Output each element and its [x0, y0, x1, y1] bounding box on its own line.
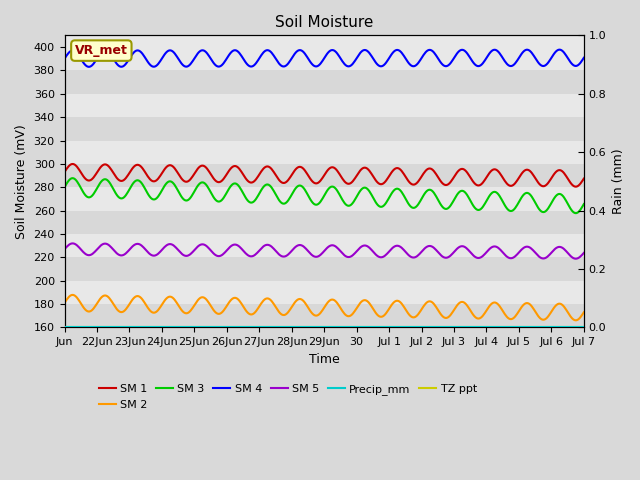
- SM 3: [312, 202, 319, 207]
- Text: VR_met: VR_met: [75, 44, 128, 57]
- TZ ppt: [568, 324, 575, 330]
- SM 4: [61, 56, 68, 61]
- SM 5: [488, 245, 495, 251]
- SM 4: [342, 63, 350, 69]
- SM 3: [580, 201, 588, 207]
- Line: SM 2: SM 2: [65, 295, 584, 320]
- SM 5: [308, 252, 316, 258]
- TZ ppt: [580, 324, 588, 330]
- SM 5: [61, 246, 68, 252]
- Precip_mm: [310, 324, 318, 330]
- Line: SM 4: SM 4: [65, 49, 584, 67]
- SM 2: [580, 310, 588, 315]
- Line: SM 3: SM 3: [65, 178, 584, 213]
- SM 1: [342, 180, 350, 186]
- SM 3: [568, 208, 576, 214]
- Bar: [65, 257, 584, 281]
- TZ ppt: [486, 324, 494, 330]
- SM 1: [568, 182, 576, 188]
- TZ ppt: [310, 324, 318, 330]
- TZ ppt: [342, 324, 349, 330]
- Bar: [65, 234, 584, 257]
- Bar: [65, 164, 584, 187]
- Precip_mm: [486, 324, 494, 330]
- SM 1: [572, 184, 579, 190]
- SM 5: [580, 250, 588, 256]
- Bar: [65, 94, 584, 117]
- SM 4: [312, 63, 319, 69]
- SM 4: [580, 55, 588, 60]
- Bar: [65, 47, 584, 71]
- SM 4: [556, 47, 564, 52]
- SM 2: [568, 316, 576, 322]
- Y-axis label: Soil Moisture (mV): Soil Moisture (mV): [15, 124, 28, 239]
- SM 4: [371, 58, 378, 64]
- SM 2: [69, 292, 77, 298]
- SM 5: [568, 254, 576, 260]
- Y-axis label: Rain (mm): Rain (mm): [612, 149, 625, 214]
- SM 5: [572, 256, 579, 262]
- SM 4: [488, 48, 495, 54]
- Bar: [65, 211, 584, 234]
- Bar: [65, 304, 584, 327]
- SM 4: [308, 61, 316, 67]
- SM 1: [312, 180, 319, 186]
- SM 3: [61, 184, 68, 190]
- SM 1: [308, 178, 316, 184]
- Legend: SM 1, SM 2, SM 3, SM 4, SM 5, Precip_mm, TZ ppt: SM 1, SM 2, SM 3, SM 4, SM 5, Precip_mm,…: [94, 380, 481, 414]
- SM 1: [61, 169, 68, 175]
- SM 5: [342, 254, 350, 260]
- SM 1: [371, 176, 378, 181]
- Bar: [65, 141, 584, 164]
- SM 5: [312, 254, 319, 260]
- Line: SM 1: SM 1: [65, 164, 584, 187]
- SM 3: [572, 210, 579, 216]
- SM 2: [312, 312, 319, 318]
- SM 2: [572, 317, 579, 323]
- Bar: [65, 71, 584, 94]
- Title: Soil Moisture: Soil Moisture: [275, 15, 373, 30]
- Bar: [65, 281, 584, 304]
- SM 1: [69, 161, 77, 167]
- Precip_mm: [568, 324, 575, 330]
- SM 2: [488, 301, 495, 307]
- Precip_mm: [580, 324, 588, 330]
- TZ ppt: [370, 324, 378, 330]
- SM 5: [371, 251, 378, 256]
- Precip_mm: [342, 324, 349, 330]
- SM 2: [61, 300, 68, 306]
- SM 1: [488, 168, 495, 174]
- SM 2: [308, 311, 316, 316]
- Line: SM 5: SM 5: [65, 243, 584, 259]
- SM 3: [69, 175, 77, 181]
- SM 3: [488, 191, 495, 196]
- SM 5: [69, 240, 77, 246]
- Bar: [65, 187, 584, 211]
- Precip_mm: [370, 324, 378, 330]
- SM 3: [342, 202, 350, 208]
- X-axis label: Time: Time: [309, 353, 340, 366]
- SM 2: [371, 309, 378, 314]
- SM 2: [342, 312, 350, 318]
- TZ ppt: [307, 324, 315, 330]
- TZ ppt: [61, 324, 68, 330]
- SM 3: [371, 198, 378, 204]
- Precip_mm: [61, 324, 68, 330]
- Precip_mm: [307, 324, 315, 330]
- SM 3: [308, 199, 316, 205]
- Bar: [65, 117, 584, 141]
- SM 4: [570, 62, 577, 68]
- SM 1: [580, 176, 588, 181]
- SM 4: [84, 64, 92, 70]
